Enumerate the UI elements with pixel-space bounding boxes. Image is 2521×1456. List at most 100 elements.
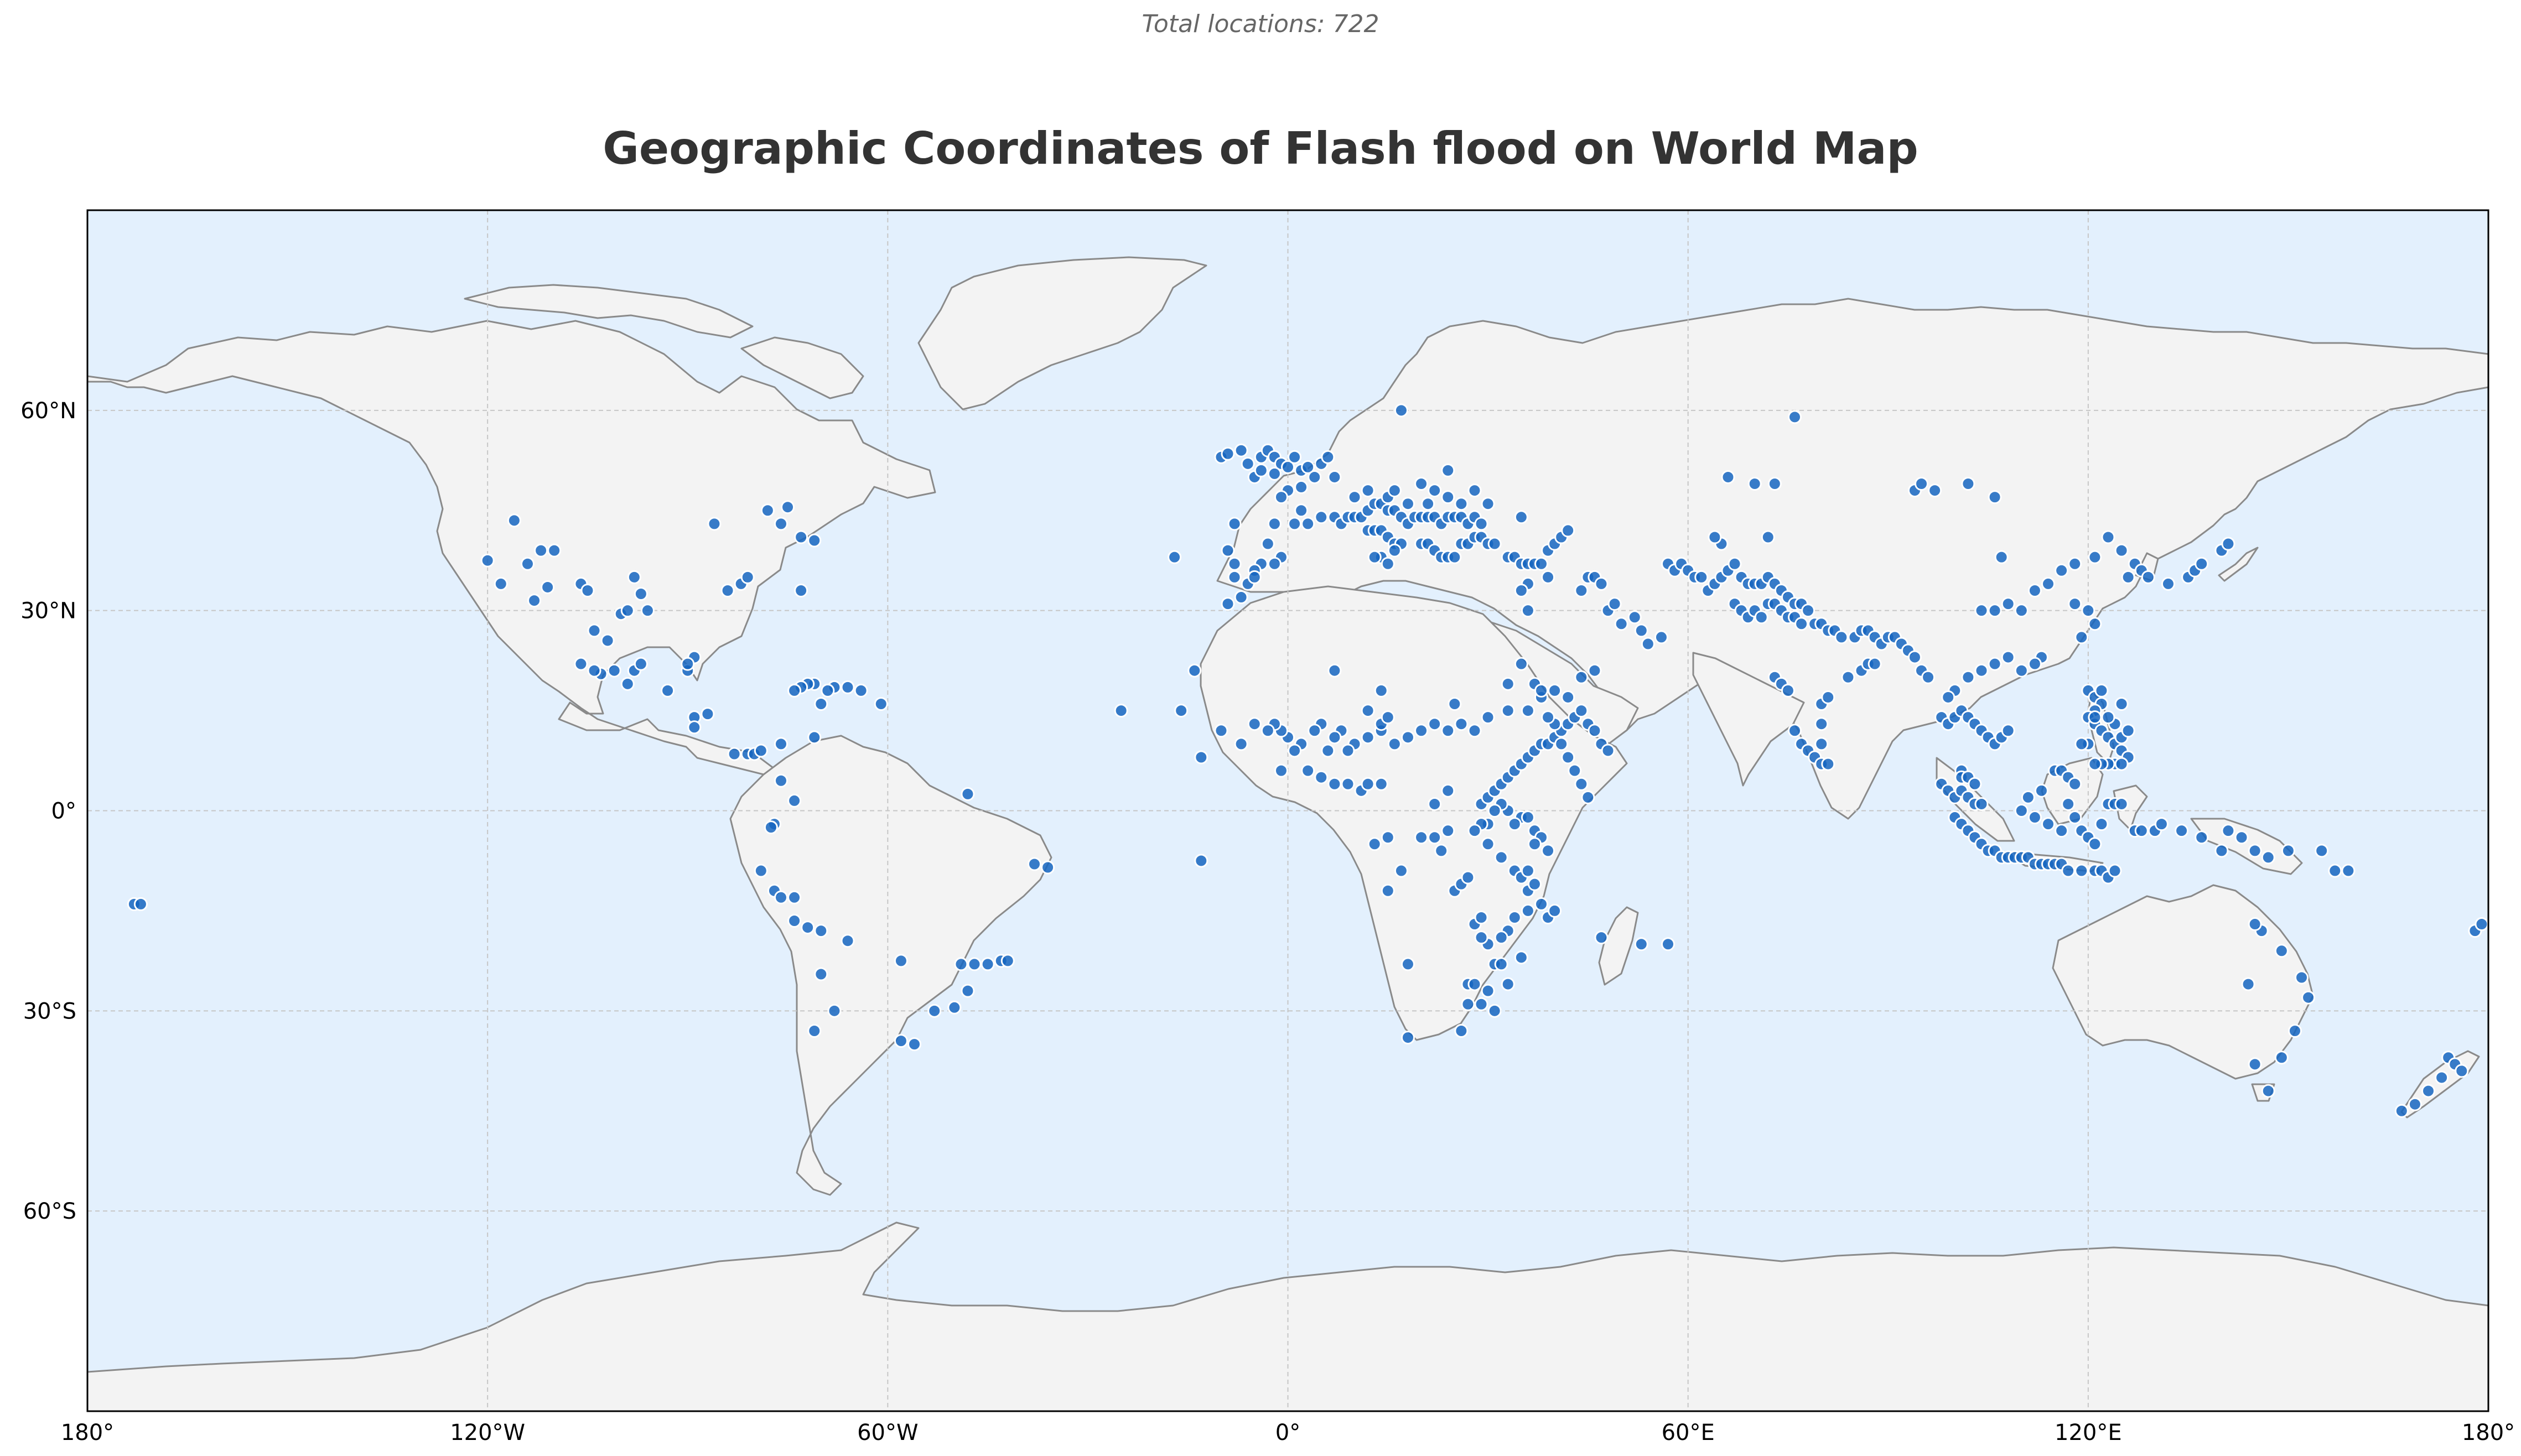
flash-flood-point xyxy=(2261,850,2275,865)
flash-flood-point xyxy=(814,924,828,938)
flash-flood-point xyxy=(1507,817,1522,831)
flash-flood-point xyxy=(681,657,695,671)
flash-flood-point xyxy=(2195,557,2209,571)
flash-flood-point xyxy=(2088,550,2102,564)
flash-flood-point xyxy=(1194,750,1208,765)
landmass-antarctica xyxy=(86,1221,2489,1412)
map-title: Geographic Coordinates of Flash flood on… xyxy=(603,123,1918,174)
flash-flood-point xyxy=(1761,530,1775,544)
flash-flood-point xyxy=(1594,930,1609,945)
flash-flood-point xyxy=(1988,657,2002,671)
flash-flood-point xyxy=(2175,824,2189,838)
flash-flood-point xyxy=(1561,750,1575,765)
flash-flood-point xyxy=(1708,530,1722,544)
flash-flood-point xyxy=(1514,510,1528,524)
flash-flood-point xyxy=(1414,830,1429,845)
landmass-madagascar xyxy=(1598,906,1639,986)
flash-flood-point xyxy=(2014,663,2029,678)
flash-flood-point xyxy=(580,583,595,597)
flash-flood-point xyxy=(1521,810,1535,825)
flash-flood-point xyxy=(2315,844,2329,858)
flash-flood-point xyxy=(2274,944,2289,958)
flash-flood-point xyxy=(1534,897,1549,911)
flash-flood-point xyxy=(1234,443,1248,457)
flash-flood-point xyxy=(2074,737,2089,751)
flash-flood-point xyxy=(1514,950,1528,965)
flash-flood-point xyxy=(794,583,808,597)
flash-flood-point xyxy=(2421,1084,2436,1098)
flash-flood-point xyxy=(1227,570,1242,584)
flash-flood-point xyxy=(961,787,975,801)
flash-flood-point xyxy=(1747,477,1762,491)
flash-flood-point xyxy=(1928,483,1942,498)
flash-flood-point xyxy=(1227,517,1242,531)
flash-flood-point xyxy=(1168,550,1182,564)
flash-flood-point xyxy=(1487,804,1502,818)
flash-flood-point xyxy=(1607,597,1622,611)
flash-flood-point xyxy=(1574,704,1589,718)
flash-flood-point xyxy=(1281,460,1295,474)
flash-flood-point xyxy=(1868,657,1882,671)
flash-flood-point xyxy=(547,543,562,558)
flash-flood-point xyxy=(1367,837,1382,851)
flash-flood-point xyxy=(1527,877,1542,891)
x-tick-label: 180° xyxy=(2462,1420,2515,1445)
flash-flood-point xyxy=(1821,757,1835,771)
y-tick-label: 60°S xyxy=(23,1199,76,1224)
flash-flood-point xyxy=(841,934,855,948)
flash-flood-point xyxy=(2114,797,2129,811)
flash-flood-point xyxy=(1361,730,1375,745)
flash-flood-point xyxy=(607,663,621,678)
flash-flood-point xyxy=(1267,557,1282,571)
y-tick-labels: 60°N 30°N 0° 30°S 60°S xyxy=(20,398,76,1224)
flash-flood-point xyxy=(1728,557,1742,571)
flash-flood-point xyxy=(1428,797,1442,811)
flash-flood-point xyxy=(801,921,815,935)
flash-flood-point xyxy=(1294,480,1309,495)
flash-flood-point xyxy=(1361,777,1375,791)
flash-flood-point xyxy=(1321,743,1335,758)
flash-flood-point xyxy=(1267,517,1282,531)
flash-flood-point xyxy=(1327,730,1342,745)
flash-flood-point xyxy=(1441,824,1455,838)
flash-flood-point xyxy=(2014,604,2029,618)
flash-flood-point xyxy=(2114,697,2129,711)
flash-flood-point xyxy=(661,683,675,698)
flash-flood-point xyxy=(854,683,868,698)
flash-flood-point xyxy=(1588,663,1602,678)
flash-flood-point xyxy=(1461,870,1475,885)
flash-flood-point xyxy=(2074,864,2089,878)
flash-flood-point xyxy=(2248,844,2262,858)
flash-flood-point xyxy=(894,954,908,968)
flash-flood-point xyxy=(1301,763,1315,778)
flash-flood-point xyxy=(1214,724,1228,738)
flash-flood-point xyxy=(1961,670,1975,684)
flash-flood-point xyxy=(1474,930,1488,945)
x-tick-label: 180° xyxy=(61,1420,114,1445)
flash-flood-point xyxy=(2021,790,2035,804)
flash-flood-point xyxy=(2301,990,2316,1005)
flash-flood-point xyxy=(1634,623,1648,638)
flash-flood-point xyxy=(2141,570,2155,584)
flash-flood-point xyxy=(947,1000,962,1015)
flash-flood-point xyxy=(620,604,635,618)
flash-flood-point xyxy=(874,697,888,711)
flash-flood-point xyxy=(1474,910,1488,924)
flash-flood-point xyxy=(1814,737,1829,751)
flash-flood-point xyxy=(774,890,788,904)
flash-flood-point xyxy=(2108,864,2122,878)
flash-flood-point xyxy=(1481,497,1495,511)
flash-flood-point xyxy=(2088,837,2102,851)
flash-flood-point xyxy=(1247,570,1262,584)
flash-flood-point xyxy=(1548,683,1562,698)
flash-flood-point xyxy=(1294,503,1309,518)
flash-flood-point xyxy=(1448,550,1462,564)
flash-flood-point xyxy=(1601,743,1615,758)
flash-flood-point xyxy=(1441,463,1455,477)
flash-flood-point xyxy=(1387,483,1402,498)
flash-flood-point xyxy=(1260,724,1275,738)
flash-flood-point xyxy=(1387,543,1402,558)
flash-flood-point xyxy=(1654,630,1668,644)
x-tick-label: 0° xyxy=(1275,1420,1300,1445)
flash-flood-point xyxy=(2068,810,2082,825)
